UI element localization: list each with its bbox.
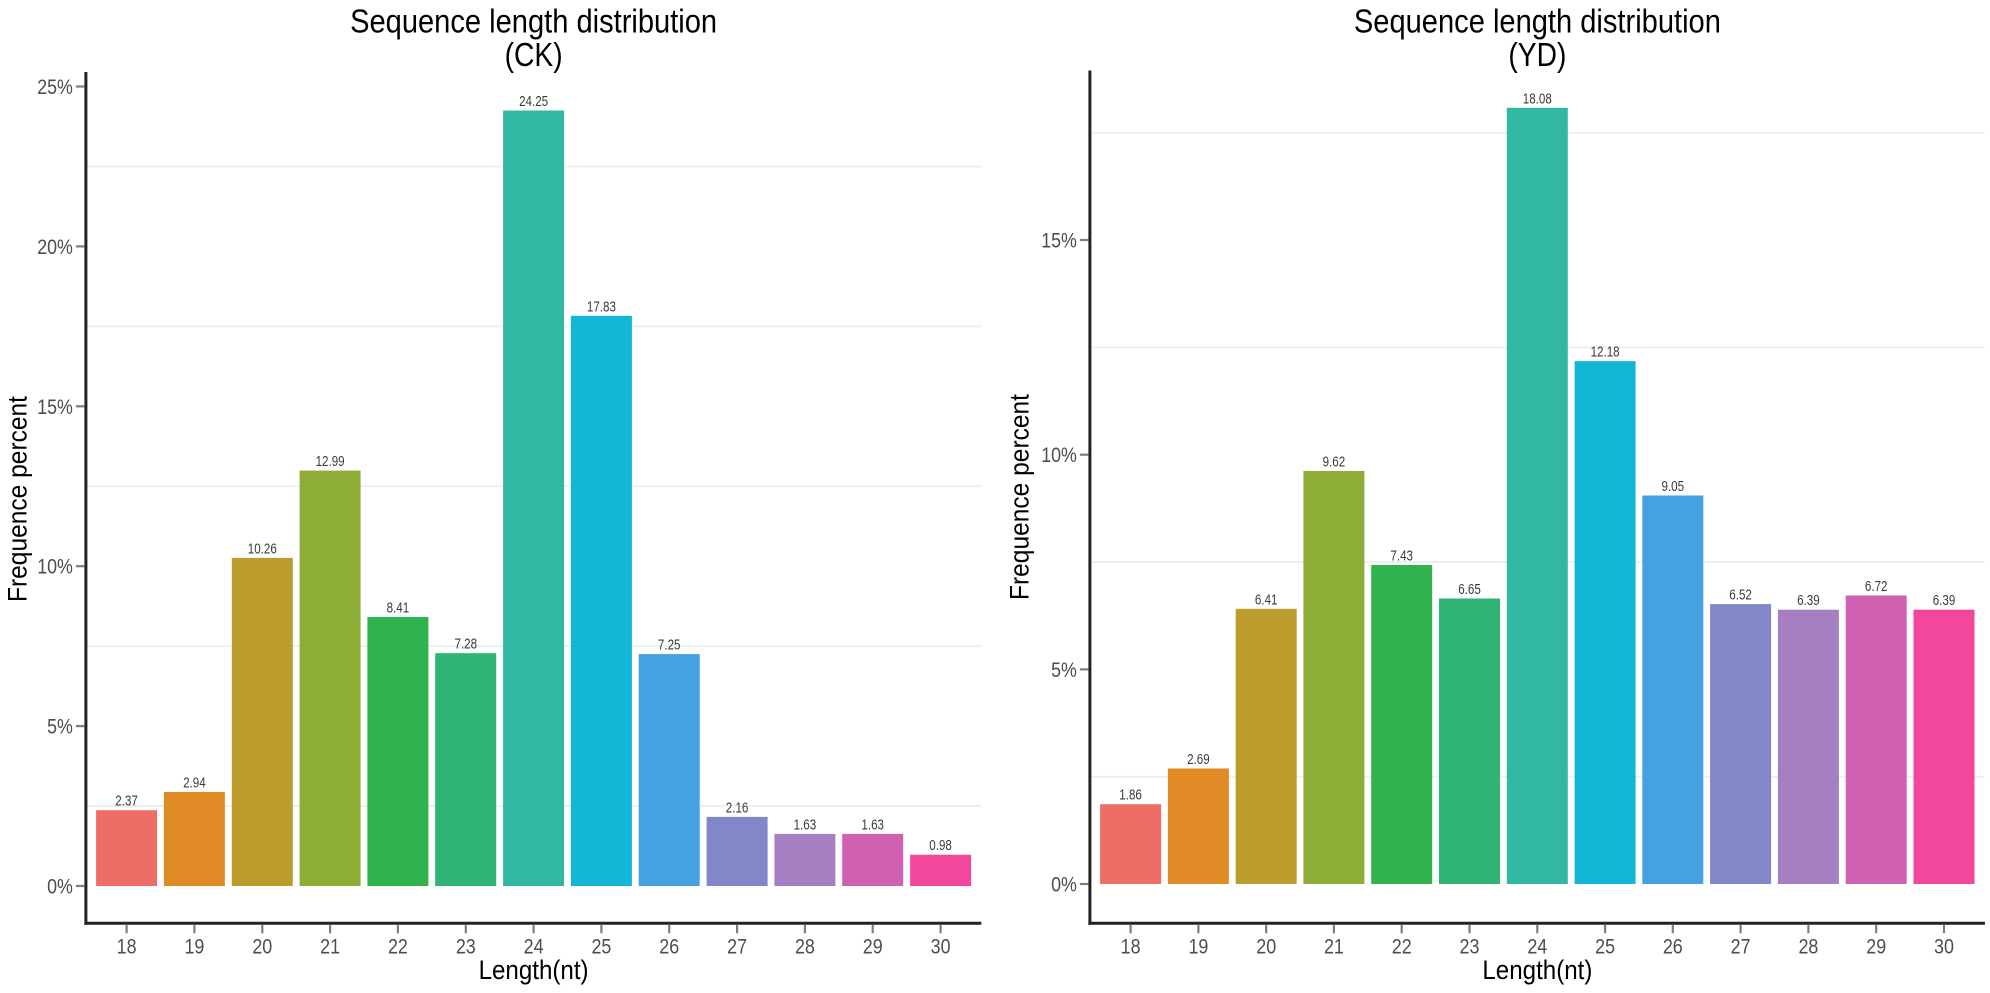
svg-text:Length(nt): Length(nt) bbox=[479, 955, 589, 985]
svg-text:6.41: 6.41 bbox=[1255, 592, 1278, 608]
svg-text:20: 20 bbox=[252, 936, 272, 959]
svg-text:(YD): (YD) bbox=[1508, 36, 1566, 73]
svg-text:21: 21 bbox=[1324, 936, 1344, 959]
svg-text:6.65: 6.65 bbox=[1458, 582, 1481, 598]
svg-text:24: 24 bbox=[1527, 936, 1547, 959]
svg-text:28: 28 bbox=[1798, 936, 1818, 959]
svg-text:1.63: 1.63 bbox=[861, 817, 884, 833]
svg-text:2.69: 2.69 bbox=[1187, 752, 1210, 768]
svg-text:23: 23 bbox=[456, 936, 476, 959]
svg-text:9.05: 9.05 bbox=[1662, 479, 1685, 495]
svg-text:30: 30 bbox=[1934, 936, 1954, 959]
svg-text:30: 30 bbox=[931, 936, 951, 959]
svg-text:18: 18 bbox=[1121, 936, 1141, 959]
svg-text:Sequence length distribution: Sequence length distribution bbox=[350, 3, 717, 40]
svg-text:0%: 0% bbox=[47, 876, 73, 899]
svg-text:Sequence length distribution: Sequence length distribution bbox=[1354, 3, 1721, 40]
svg-text:7.28: 7.28 bbox=[455, 637, 478, 653]
svg-text:25: 25 bbox=[591, 936, 611, 959]
svg-text:7.43: 7.43 bbox=[1390, 549, 1413, 565]
svg-text:22: 22 bbox=[388, 936, 408, 959]
svg-text:5%: 5% bbox=[47, 716, 73, 739]
svg-text:15%: 15% bbox=[1041, 230, 1077, 253]
svg-text:25%: 25% bbox=[37, 76, 73, 99]
svg-text:6.39: 6.39 bbox=[1933, 593, 1956, 609]
svg-text:Frequence percent: Frequence percent bbox=[1004, 394, 1034, 600]
svg-text:24.25: 24.25 bbox=[519, 94, 548, 110]
svg-text:26: 26 bbox=[1663, 936, 1683, 959]
svg-text:26: 26 bbox=[659, 936, 679, 959]
svg-text:6.72: 6.72 bbox=[1865, 579, 1888, 595]
svg-text:2.37: 2.37 bbox=[115, 794, 138, 810]
svg-text:2.16: 2.16 bbox=[726, 800, 749, 816]
svg-text:(CK): (CK) bbox=[505, 36, 563, 73]
svg-text:2.94: 2.94 bbox=[183, 776, 206, 792]
svg-text:6.39: 6.39 bbox=[1797, 593, 1820, 609]
svg-text:1.63: 1.63 bbox=[794, 817, 817, 833]
svg-text:1.86: 1.86 bbox=[1119, 788, 1142, 804]
svg-text:17.83: 17.83 bbox=[587, 299, 616, 315]
svg-text:21: 21 bbox=[320, 936, 340, 959]
svg-text:18: 18 bbox=[117, 936, 137, 959]
svg-text:27: 27 bbox=[727, 936, 747, 959]
svg-text:10%: 10% bbox=[1041, 444, 1077, 467]
svg-text:22: 22 bbox=[1392, 936, 1412, 959]
svg-text:15%: 15% bbox=[37, 396, 73, 419]
svg-text:6.52: 6.52 bbox=[1729, 588, 1752, 604]
svg-text:0%: 0% bbox=[1051, 874, 1077, 897]
svg-text:24: 24 bbox=[524, 936, 544, 959]
svg-text:Length(nt): Length(nt) bbox=[1482, 955, 1592, 985]
svg-text:10.26: 10.26 bbox=[248, 541, 277, 557]
svg-text:18.08: 18.08 bbox=[1523, 91, 1552, 107]
svg-text:Frequence percent: Frequence percent bbox=[2, 396, 32, 602]
svg-text:8.41: 8.41 bbox=[387, 601, 410, 617]
svg-text:27: 27 bbox=[1731, 936, 1751, 959]
svg-text:10%: 10% bbox=[37, 556, 73, 579]
svg-text:23: 23 bbox=[1460, 936, 1480, 959]
svg-text:28: 28 bbox=[795, 936, 815, 959]
svg-text:7.25: 7.25 bbox=[658, 638, 681, 654]
svg-text:19: 19 bbox=[184, 936, 204, 959]
svg-text:25: 25 bbox=[1595, 936, 1615, 959]
svg-text:5%: 5% bbox=[1051, 659, 1077, 682]
svg-text:12.18: 12.18 bbox=[1591, 345, 1620, 361]
svg-text:29: 29 bbox=[1866, 936, 1886, 959]
svg-text:19: 19 bbox=[1188, 936, 1208, 959]
svg-text:29: 29 bbox=[863, 936, 883, 959]
svg-text:9.62: 9.62 bbox=[1323, 455, 1346, 471]
svg-text:20: 20 bbox=[1256, 936, 1276, 959]
svg-text:12.99: 12.99 bbox=[316, 454, 345, 470]
svg-text:20%: 20% bbox=[37, 236, 73, 259]
svg-text:0.98: 0.98 bbox=[929, 838, 952, 854]
